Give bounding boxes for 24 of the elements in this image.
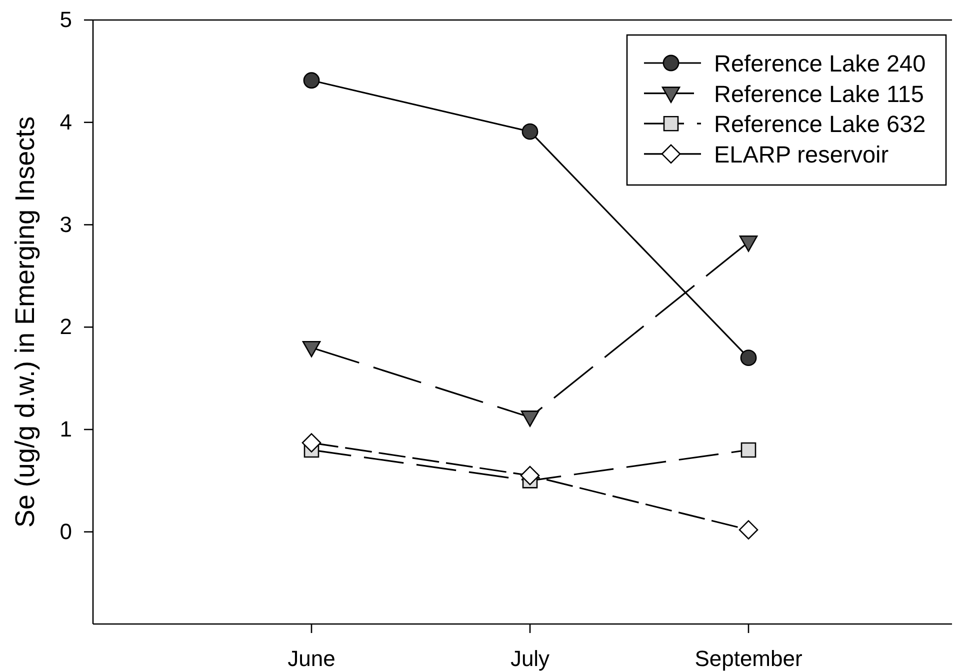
- y-tick-label: 1: [60, 416, 72, 442]
- legend-label: Reference Lake 632: [714, 111, 926, 138]
- y-tick-label: 3: [60, 212, 72, 237]
- x-tick-label: June: [288, 646, 336, 671]
- point: [520, 410, 540, 427]
- y-tick-label: 0: [60, 518, 72, 544]
- x-tick-label: July: [510, 646, 550, 671]
- point: [302, 433, 322, 452]
- legend-label: Reference Lake 240: [714, 50, 926, 76]
- point: [738, 520, 758, 540]
- legend-label: Reference Lake 115: [714, 80, 924, 107]
- y-tick-label: 2: [60, 314, 72, 340]
- point: [303, 72, 320, 89]
- point: [740, 350, 757, 366]
- point: [739, 236, 758, 252]
- point: [522, 123, 538, 140]
- x-tick-label: September: [694, 646, 802, 671]
- point: [302, 340, 321, 358]
- point: [520, 466, 540, 486]
- legend-label: ELARP reservoir: [714, 141, 889, 168]
- y-tick-label: 4: [60, 109, 72, 134]
- y-tick-label: 5: [60, 7, 72, 32]
- point: [740, 442, 756, 458]
- y-axis-title: Se (ug/g d.w.) in Emerging Insects: [10, 116, 40, 528]
